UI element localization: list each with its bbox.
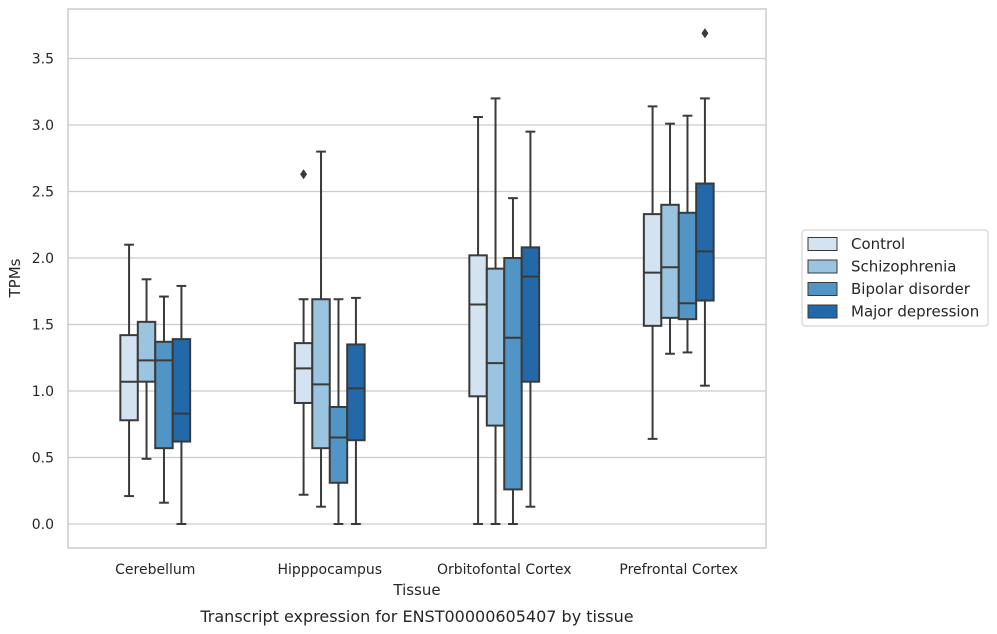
box-layer <box>119 28 715 525</box>
box-body <box>171 338 192 443</box>
y-tick-labels: 0.0 0.5 1.0 1.5 2.0 2.5 3.0 3.5 <box>32 52 54 534</box>
legend-swatch <box>807 304 838 319</box>
plot-frame <box>67 8 767 549</box>
y-tick-label: 2.5 <box>32 185 54 201</box>
legend-frame <box>801 229 989 327</box>
box-2-3 <box>520 130 541 508</box>
box-body <box>293 342 314 404</box>
box-1-3 <box>346 296 366 525</box>
box-2-1 <box>485 97 506 525</box>
box-1-0 <box>293 169 314 496</box>
box-body <box>136 320 157 383</box>
box-body <box>154 340 174 450</box>
box-body <box>520 246 541 383</box>
box-2-2 <box>503 197 523 525</box>
box-body <box>503 257 523 491</box>
box-body <box>311 298 331 450</box>
box-body <box>485 267 506 427</box>
x-tick-label: Hipppocampus <box>277 562 382 578</box>
box-0-1 <box>136 278 157 460</box>
box-1-1 <box>311 150 331 508</box>
y-tick-label: 0.5 <box>32 451 54 467</box>
legend-label: Bipolar disorder <box>851 280 971 298</box>
legend-swatch <box>807 237 838 251</box>
x-tick-label: Prefrontal Cortex <box>619 562 738 578</box>
box-3-3 <box>695 28 715 387</box>
y-tick-label: 1.0 <box>32 384 54 400</box>
x-tick-label: Orbitofontal Cortex <box>437 562 572 578</box>
y-tick-label: 0.0 <box>32 517 54 533</box>
legend-label: Major depression <box>851 303 979 321</box>
box-body <box>328 405 349 484</box>
y-axis-label: TPMs <box>6 258 24 298</box>
box-0-2 <box>154 295 174 504</box>
x-tick-label: Cerebellum <box>115 562 195 578</box>
box-3-1 <box>660 122 680 355</box>
box-1-2 <box>328 298 349 525</box>
legend-label: Control <box>851 235 905 253</box>
box-body <box>660 203 680 319</box>
box-body <box>468 254 488 398</box>
box-0-3 <box>171 284 192 525</box>
outlier-point <box>701 28 709 39</box>
x-tick-labels: Cerebellum Hipppocampus Orbitofontal Corte… <box>115 562 738 578</box>
outlier-point <box>300 169 308 180</box>
box-0-0 <box>119 243 139 498</box>
chart-caption: Transcript expression for ENST0000060540… <box>199 607 633 626</box>
box-2-0 <box>468 116 488 525</box>
y-tick-label: 3.0 <box>32 118 54 134</box>
legend-label: Schizophrenia <box>851 258 956 276</box>
box-3-2 <box>677 114 698 354</box>
box-body <box>695 182 715 302</box>
legend: Control Schizophrenia Bipolar disorder Majo… <box>801 229 989 327</box>
box-body <box>642 213 663 327</box>
y-tick-label: 1.5 <box>32 318 54 334</box>
box-body <box>346 343 366 442</box>
legend-swatch <box>807 282 838 296</box>
legend-swatch <box>807 259 838 274</box>
y-tick-label: 3.5 <box>32 52 54 68</box>
box-3-0 <box>642 105 663 440</box>
y-tick-label: 2.0 <box>32 251 54 267</box>
box-body <box>119 334 139 422</box>
x-axis-label: Tissue <box>392 581 440 599</box>
